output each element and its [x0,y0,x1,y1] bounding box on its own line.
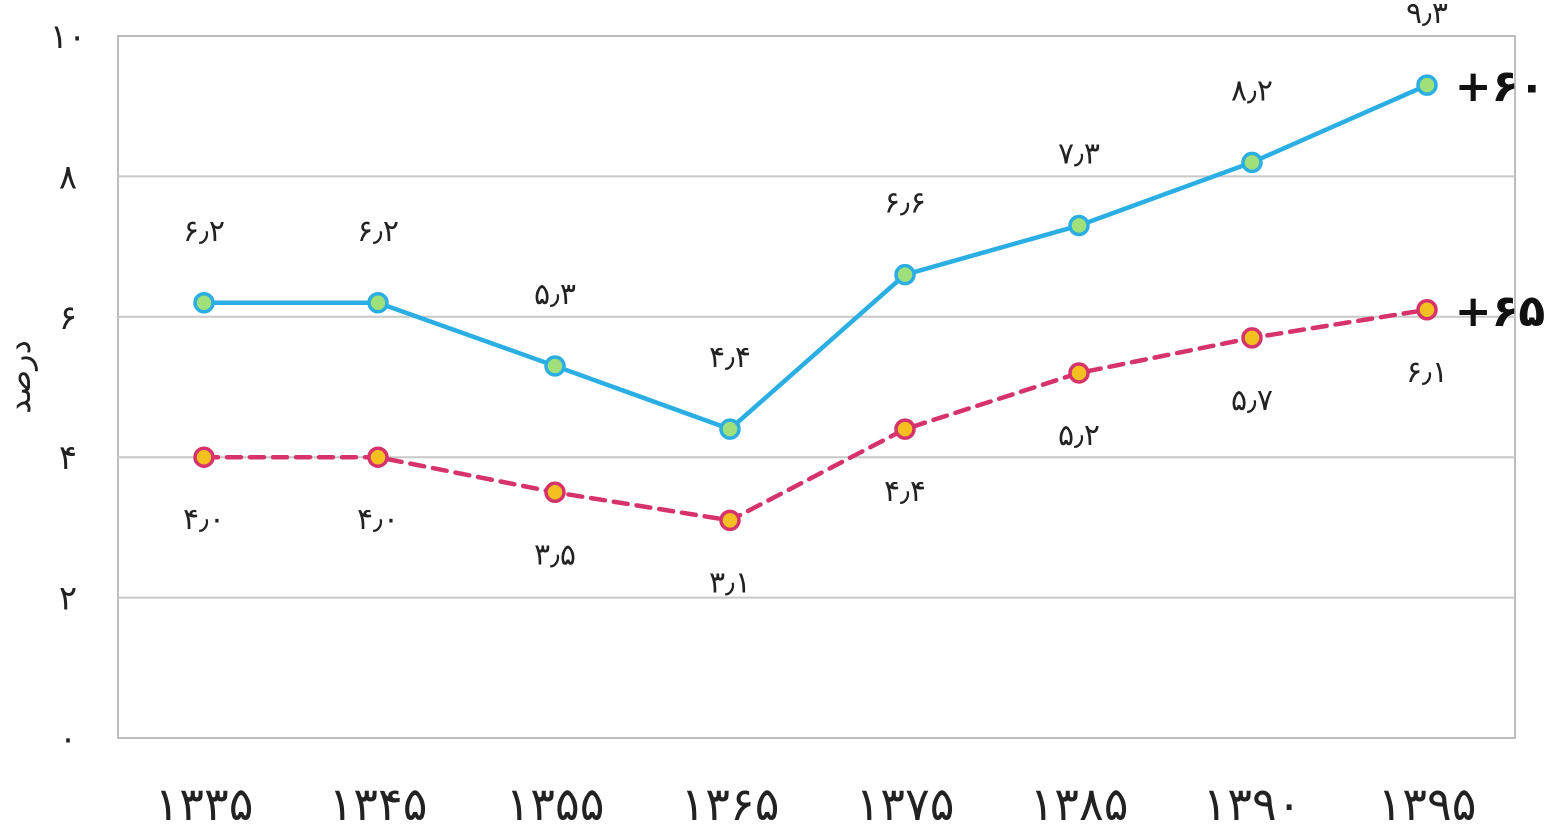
y-tick-label: ۴ [59,438,77,478]
data-point [719,418,741,440]
x-tick-label: ۱۳۶۵ [681,777,780,831]
data-point [193,292,215,314]
grid-layer [117,35,1516,739]
data-label: ۶٫۱ [1406,355,1448,390]
series-line [201,82,1430,432]
data-label: ۷٫۳ [1058,137,1100,172]
y-axis-label: درصد [0,340,38,414]
data-label: ۶٫۲ [183,214,225,249]
data-point [367,446,389,468]
y-tick-label: ۲ [59,579,77,619]
data-point [1241,327,1263,349]
data-label: ۵٫۲ [1058,418,1100,453]
x-tick-label: ۱۳۹۰ [1203,777,1302,831]
series-name-label: +۶۵ [1455,286,1546,337]
x-tick-label: ۱۳۳۵ [155,777,254,831]
data-label: ۹٫۳ [1406,0,1448,31]
data-label: ۸٫۲ [1231,73,1273,108]
data-point [1068,214,1090,237]
data-point [719,509,741,532]
series-layer [193,74,1438,532]
data-point [894,263,916,286]
y-tick-label: ۸ [59,157,77,197]
data-label: ۵٫۷ [1231,383,1273,418]
data-label: ۳٫۱ [709,565,751,600]
y-tick-label: ۰ [59,719,77,759]
x-tick-label: ۱۳۹۵ [1378,777,1477,831]
data-label: ۴٫۴ [709,340,751,375]
data-point [1416,74,1438,96]
data-point [1068,362,1090,384]
series-line [201,307,1430,523]
y-tick-label: ۶ [59,298,77,338]
x-tick-label: ۱۳۵۵ [506,777,605,831]
data-point [1241,151,1263,174]
data-point [894,418,916,440]
plot-frame [117,35,1516,739]
data-point [544,481,566,504]
axis-layer: ۰ ۲ ۴ ۶ ۸ ۱۰ درصد ۱۳۳۵ ۱۳۴۵ ۱۳۵۵ ۱۳۶۵ ۱۳۷۵ ۱۳۸۵ ۱۳۹۰ ۱… [0,17,1476,831]
data-point [367,292,389,314]
data-label: ۶٫۲ [357,214,399,249]
data-label: ۶٫۶ [884,186,926,221]
x-tick-label: ۱۳۷۵ [856,777,955,831]
x-tick-label: ۱۳۸۵ [1030,777,1129,831]
y-tick-label: ۱۰ [50,17,87,57]
data-label: ۴٫۴ [884,474,926,509]
series-name-label: +۶۰ [1455,61,1546,112]
x-tick-label: ۱۳۴۵ [329,777,428,831]
data-label: ۴٫۰ [357,502,399,537]
data-point [544,355,566,377]
data-label: ۳٫۵ [534,537,576,572]
data-label: ۴٫۰ [183,502,225,537]
label-layer: ۶٫۲ ۶٫۲ ۵٫۳ ۴٫۴ ۶٫۶ ۷٫۳ ۸٫۲ ۹٫۳+۶۰ ۴٫۰ ۴٫۰ ۳٫۵ ۳٫۱ ۴… [183,0,1545,600]
data-point [193,446,215,468]
data-point [1416,299,1438,321]
data-label: ۵٫۳ [534,277,576,312]
